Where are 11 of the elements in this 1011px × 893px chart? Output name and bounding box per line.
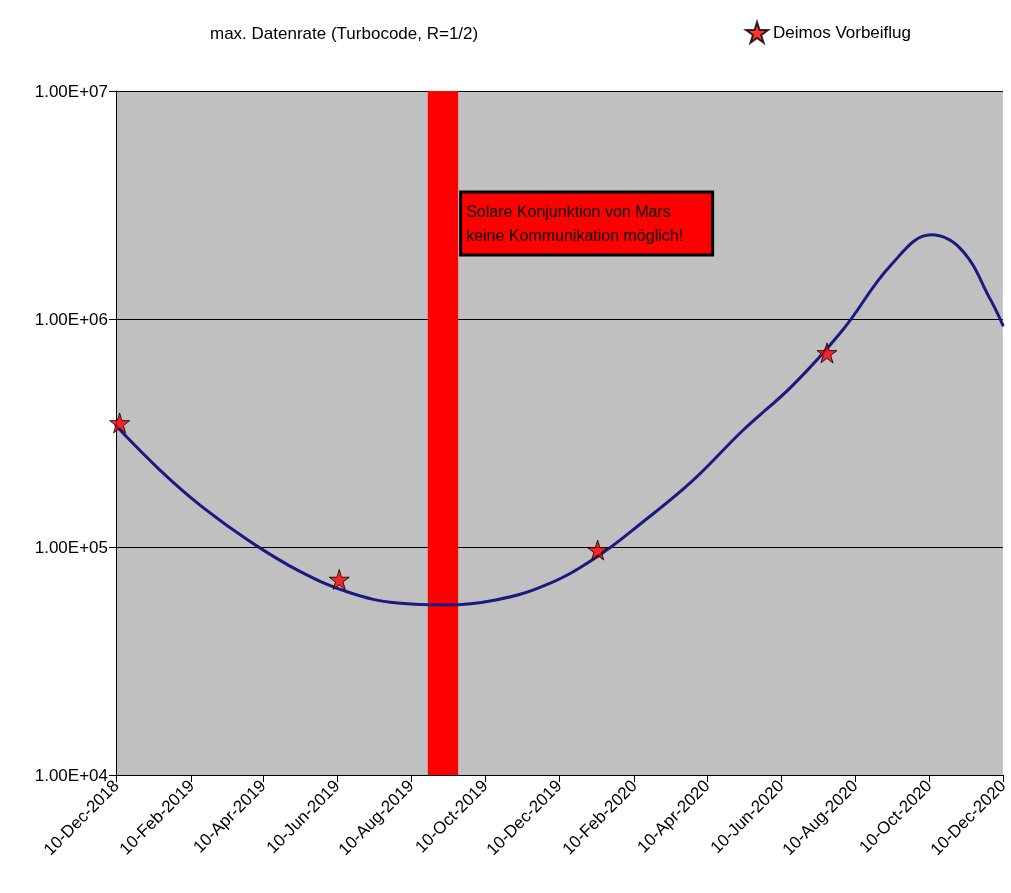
y-tick-label: 1.00E+06 bbox=[34, 309, 108, 329]
point bbox=[816, 342, 838, 364]
chart-title: max. Datenrate (Turbocode, R=1/2) bbox=[210, 24, 479, 43]
y-tick-label: 1.00E+04 bbox=[34, 765, 108, 785]
point bbox=[328, 569, 350, 591]
band-label: Solare Konjunktion von Mars keine Kommunikation möglich! bbox=[466, 203, 684, 245]
point bbox=[587, 539, 609, 561]
legend-label: Deimos Vorbeiflug bbox=[773, 22, 912, 42]
y-tick-label: 1.00E+05 bbox=[34, 537, 108, 557]
y-tick-label: 1.00E+07 bbox=[34, 81, 108, 101]
point bbox=[109, 412, 131, 434]
